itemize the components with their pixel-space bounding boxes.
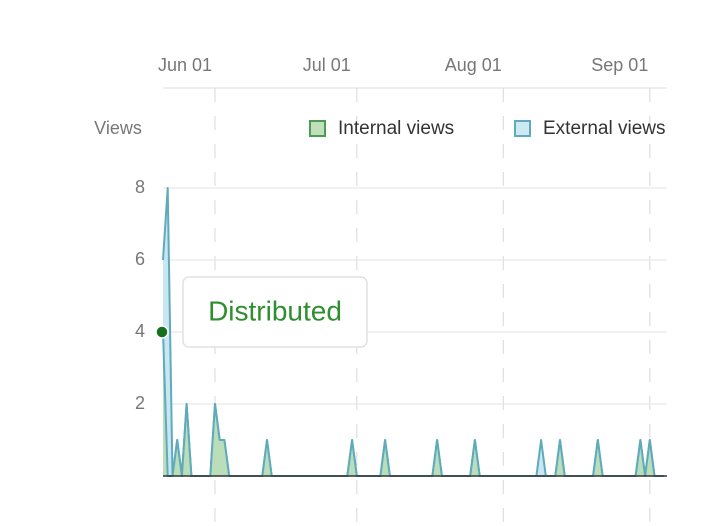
y-tick-label: 4: [135, 321, 145, 341]
y-axis-label: Views: [94, 118, 142, 138]
x-tick-label: Sep 01: [591, 55, 648, 75]
legend-swatch: [514, 120, 531, 137]
legend-swatch: [309, 120, 326, 137]
x-tick-label: Aug 01: [445, 55, 502, 75]
legend-label: Internal views: [338, 118, 454, 139]
y-tick-label: 6: [135, 249, 145, 269]
y-tick-label: 8: [135, 177, 145, 197]
x-tick-label: Jun 01: [158, 55, 212, 75]
annotation-box: [182, 276, 368, 348]
legend-label: External views: [543, 118, 666, 139]
area-fill: [163, 332, 664, 476]
y-tick-label: 2: [135, 393, 145, 413]
annotation-marker: [155, 325, 169, 339]
x-tick-label: Jul 01: [303, 55, 351, 75]
annotation-text: Distributed: [208, 295, 342, 326]
